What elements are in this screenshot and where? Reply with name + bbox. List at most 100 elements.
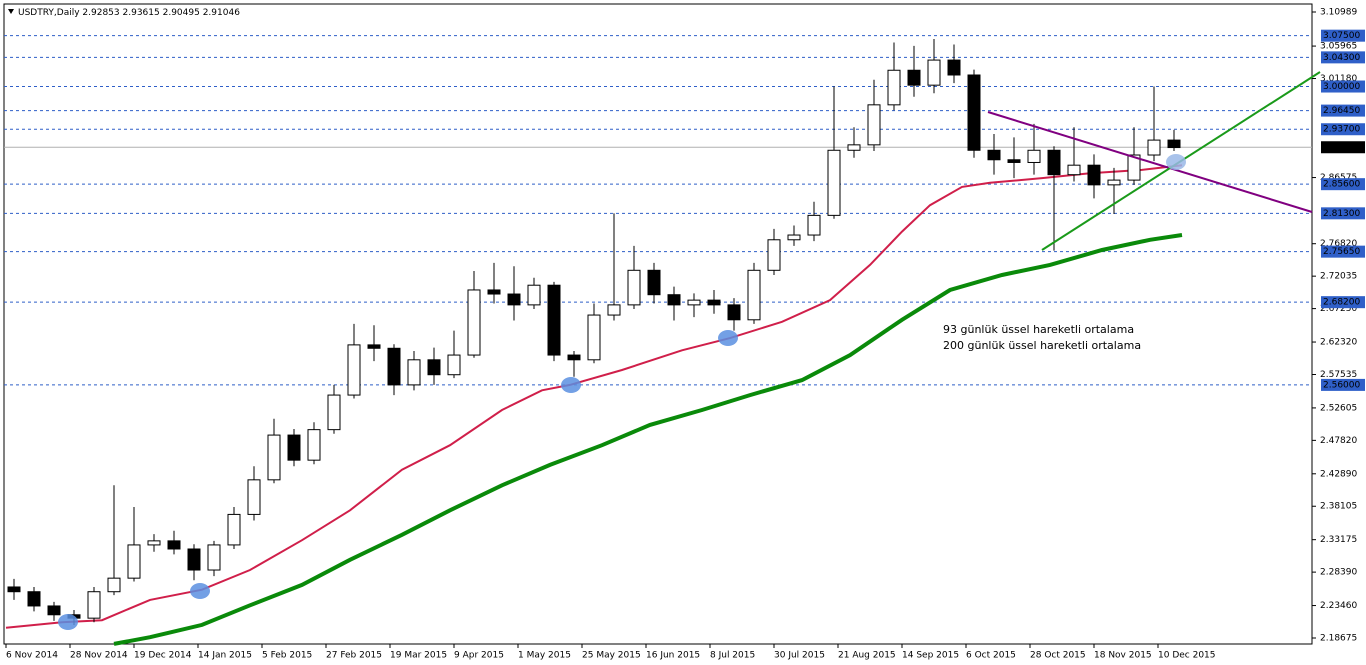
header-low: 2.90495: [163, 8, 200, 18]
highlight: [1166, 154, 1186, 170]
level-label-box: [1321, 123, 1365, 136]
candle-body: [267, 434, 281, 481]
menu-arrow: [8, 9, 14, 14]
x-tick-label: 25 May 2015: [582, 651, 641, 661]
candle-body: [307, 429, 321, 461]
level-label: 2.93700: [1323, 125, 1360, 135]
candle-body: [227, 513, 241, 546]
candle-body: [1067, 164, 1081, 176]
candle-body: [747, 269, 761, 321]
y-tick-label: 2.67250: [1320, 304, 1357, 314]
candle-body: [247, 479, 261, 515]
candle-body: [287, 434, 301, 461]
y-tick-label: 2.28390: [1320, 568, 1357, 578]
highlights: [58, 154, 1186, 630]
y-tick-label: 2.42890: [1320, 469, 1357, 479]
candle-body: [987, 149, 1001, 161]
candle-body: [7, 586, 21, 593]
level-label-box: [1321, 29, 1365, 42]
candle-body: [447, 354, 461, 376]
chart-header: USDTRY,Daily 2.92853 2.93615 2.90495 2.9…: [18, 8, 240, 18]
highlight: [718, 330, 738, 346]
x-tick-label: 28 Nov 2014: [70, 651, 128, 661]
y-tick-label: 2.86575: [1320, 173, 1357, 183]
candle-body: [827, 149, 841, 216]
candle-body: [907, 69, 921, 86]
y-tick-label: 2.72035: [1320, 272, 1357, 282]
x-tick-label: 21 Aug 2015: [838, 651, 896, 661]
candle-body: [667, 294, 681, 306]
level-label-box: [1321, 245, 1365, 258]
candle-body: [427, 359, 441, 376]
level-label-box: [1321, 51, 1365, 64]
candle-body: [1087, 164, 1101, 186]
y-tick-label: 2.57535: [1320, 370, 1357, 380]
y-tick-label: 2.52605: [1320, 403, 1357, 413]
candle-body: [47, 605, 61, 616]
candle-body: [567, 354, 581, 361]
axis-layer: 3.10989 3.05965 3.01180 2.86575 2.76820 2.720…: [5, 8, 1365, 661]
candle-body: [207, 544, 221, 571]
x-tick-label: 14 Sep 2015: [902, 651, 959, 661]
y-tick-label: 2.47820: [1320, 436, 1357, 446]
x-tick-label: 10 Dec 2015: [1158, 651, 1216, 661]
candle-body: [887, 69, 901, 106]
level-label-box: [1321, 80, 1365, 93]
current-price-box: [1321, 141, 1365, 154]
candle-body: [927, 59, 941, 86]
levels-layer: [4, 35, 1312, 386]
level-label-box: [1321, 207, 1365, 220]
candle-body: [407, 359, 421, 386]
x-tick-label: 19 Dec 2014: [134, 651, 192, 661]
highlight: [58, 614, 78, 630]
x-tick-label: 5 Feb 2015: [262, 651, 312, 661]
x-tick-label: 27 Feb 2015: [326, 651, 382, 661]
highlight: [561, 377, 581, 393]
candle-body: [487, 289, 501, 295]
level-label-box: [1321, 296, 1365, 309]
candle-body: [807, 214, 821, 236]
x-tick-label: 9 Apr 2015: [454, 651, 504, 661]
level-label: 2.85600: [1323, 180, 1360, 190]
level-label-box: [1321, 378, 1365, 391]
y-tick-label: 2.18675: [1320, 633, 1357, 643]
candle-body: [347, 344, 361, 396]
ma-line: [5, 164, 1183, 629]
candle-body: [967, 74, 981, 151]
candle-body: [627, 269, 641, 306]
y-tick-label: 3.05965: [1320, 42, 1357, 52]
level-label: 2.68200: [1323, 298, 1360, 308]
x-tick-label: 30 Jul 2015: [774, 651, 825, 661]
x-tick-label: 19 Mar 2015: [390, 651, 447, 661]
x-tick-label: 28 Oct 2015: [1030, 651, 1086, 661]
y-tick-label: 2.33175: [1320, 535, 1357, 545]
y-tick-label: 2.38105: [1320, 502, 1357, 512]
header-high: 2.93615: [123, 8, 160, 18]
candle-body: [507, 293, 521, 306]
ma-line: [113, 233, 1183, 646]
y-tick-label: 3.01180: [1320, 74, 1357, 84]
candle-body: [587, 314, 601, 361]
x-tick-label: 14 Jan 2015: [198, 651, 252, 661]
level-label-box: [1321, 178, 1365, 191]
ma-label: 93 günlük üssel hareketli ortalama: [943, 323, 1134, 336]
candle-body: [187, 548, 201, 571]
candle-body: [327, 394, 341, 431]
candle-body: [527, 284, 541, 306]
trend-line: [987, 111, 1313, 213]
y-tick-label: 2.76820: [1320, 239, 1357, 249]
candle-body: [367, 344, 381, 349]
level-label: 2.96450: [1323, 106, 1360, 116]
header-close: 2.91046: [203, 8, 240, 18]
candle-body: [1127, 154, 1141, 181]
y-tick-label: 3.10989: [1320, 8, 1357, 18]
x-tick-label: 6 Oct 2015: [966, 651, 1016, 661]
price-layer: [5, 39, 1183, 646]
candle-body: [547, 284, 561, 356]
level-label: 2.81300: [1323, 209, 1360, 219]
candle-body: [847, 144, 861, 151]
level-label: 2.56000: [1323, 380, 1360, 390]
candle-body: [1107, 179, 1121, 186]
